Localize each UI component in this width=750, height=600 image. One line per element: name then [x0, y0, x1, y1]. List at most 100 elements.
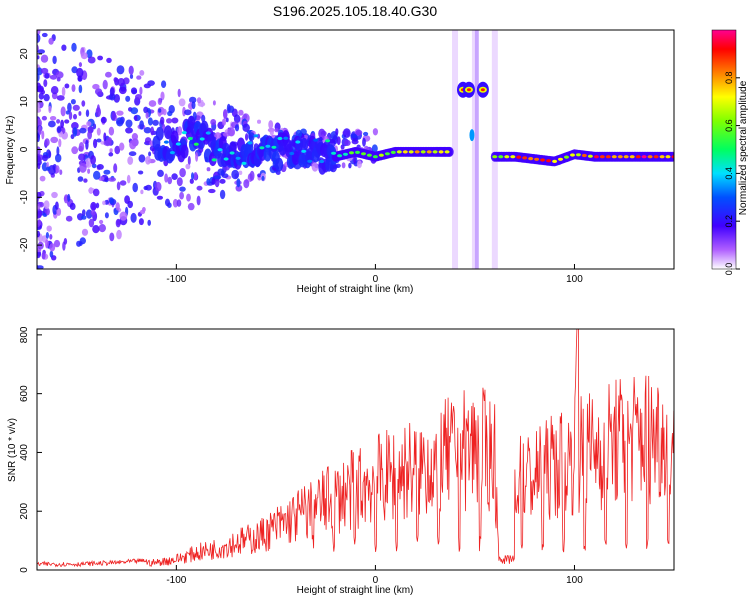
noise-blob	[341, 162, 346, 169]
ridge-core	[402, 150, 408, 154]
noise-blob	[145, 112, 149, 119]
noise-blob	[83, 178, 88, 183]
noise-blob	[43, 200, 50, 210]
colorbar-tick-label: 0.2	[724, 215, 734, 228]
noise-blob	[71, 42, 77, 52]
noise-blob	[371, 144, 378, 153]
noise-blob	[348, 162, 352, 169]
noise-blob	[222, 118, 226, 126]
snr-axes: -100 0 100 0 200 400 600 800	[19, 326, 583, 586]
y-tick-label: -10	[19, 190, 30, 205]
noise-blob	[116, 117, 124, 127]
noise-blob	[78, 111, 82, 116]
noise-blob	[116, 110, 124, 116]
noise-blob	[128, 65, 134, 75]
noise-blob	[249, 170, 255, 181]
spectrogram-xlabel: Height of straight line (km)	[297, 284, 414, 295]
hf-trace	[469, 129, 475, 142]
snr-frame	[36, 328, 675, 571]
noise-blob	[166, 118, 173, 124]
noise-blob	[91, 163, 97, 169]
noise-blob	[37, 146, 41, 156]
noise-blob	[37, 162, 41, 170]
spectrogram-marks	[37, 30, 674, 269]
noise-blob	[105, 71, 112, 78]
noise-blob	[41, 130, 45, 140]
ridge-core	[313, 138, 319, 142]
noise-blob	[37, 73, 40, 82]
noise-blob	[242, 123, 250, 132]
noise-blob	[234, 124, 240, 132]
ridge-core	[355, 150, 360, 154]
noise-blob	[37, 67, 43, 76]
noise-blob	[115, 202, 120, 211]
noise-blob	[72, 127, 78, 137]
noise-blob	[37, 265, 44, 269]
noise-blob	[90, 201, 97, 211]
noise-blob	[158, 108, 162, 113]
x-tick-label: 0	[373, 274, 379, 285]
noise-blob	[143, 127, 152, 134]
noise-blob	[196, 97, 202, 104]
noise-blob	[64, 83, 70, 89]
noise-blob	[124, 195, 130, 204]
ridge-core	[241, 161, 247, 165]
ridge-core	[546, 159, 552, 163]
noise-blob	[85, 139, 89, 150]
noise-blob	[119, 211, 128, 221]
noise-blob	[78, 241, 83, 246]
noise-blob	[167, 176, 173, 185]
noise-blob	[50, 136, 59, 144]
noise-blob	[45, 166, 51, 171]
noise-blob	[96, 127, 101, 136]
noise-blob	[56, 119, 61, 124]
y-tick-label: 800	[19, 326, 30, 343]
noise-blob	[129, 140, 137, 150]
ridge-core	[277, 136, 283, 141]
noise-blob	[71, 122, 79, 130]
ridge-core	[289, 151, 295, 156]
noise-blob	[177, 126, 183, 136]
noise-blob	[117, 78, 125, 87]
noise-blob	[81, 100, 86, 107]
noise-blob	[108, 152, 114, 157]
colorbar-tick-label: 0.8	[724, 72, 734, 85]
noise-blob	[116, 65, 125, 75]
noise-blob	[335, 128, 339, 136]
noise-blob	[214, 177, 220, 188]
noise-blob	[135, 94, 142, 100]
noise-blob	[55, 71, 64, 79]
noise-blob	[93, 138, 98, 149]
ridge-core	[199, 137, 205, 141]
ridge-core	[528, 157, 534, 161]
ridge-core	[229, 151, 235, 155]
snr-marks	[37, 329, 674, 568]
noise-blob	[87, 130, 92, 140]
x-tick-label: -100	[166, 274, 186, 285]
noise-blob	[37, 155, 41, 163]
noise-blob	[106, 57, 112, 64]
ridge-core	[408, 150, 414, 154]
noise-blob	[88, 218, 95, 228]
noise-blob	[139, 209, 146, 215]
noise-blob	[82, 209, 86, 217]
ridge-core	[540, 158, 546, 162]
noise-blob	[156, 195, 163, 200]
ridge-core	[223, 157, 229, 161]
colorbar-ticks: 0.0 0.2 0.4 0.6 0.8	[724, 72, 740, 275]
noise-blob	[350, 133, 358, 139]
x-tick-label: 100	[566, 274, 583, 285]
noise-blob	[119, 142, 125, 151]
noise-blob	[137, 170, 144, 175]
noise-blob	[177, 88, 181, 98]
noise-blob	[108, 177, 116, 182]
noise-blob	[196, 195, 201, 206]
ridge-core	[211, 158, 217, 162]
streak	[491, 30, 498, 269]
noise-blob	[37, 208, 43, 218]
noise-blob	[134, 115, 138, 121]
noise-blob	[226, 103, 231, 114]
noise-blob	[44, 72, 50, 79]
noise-blob	[78, 153, 86, 161]
